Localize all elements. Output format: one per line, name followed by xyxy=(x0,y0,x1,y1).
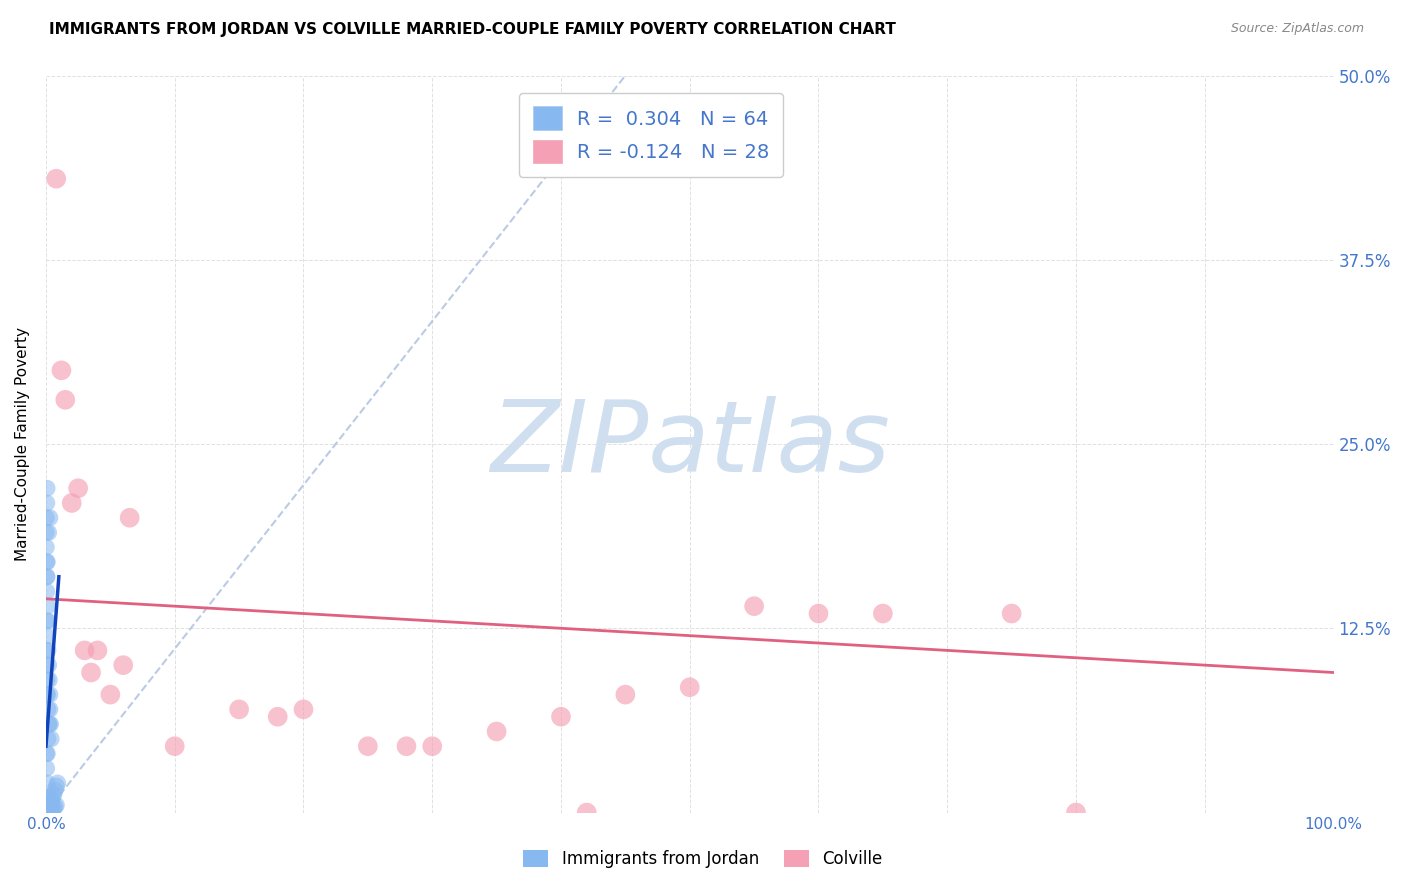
Point xyxy=(38,673,60,687)
Y-axis label: Married-Couple Family Poverty: Married-Couple Family Poverty xyxy=(15,327,30,561)
Point xyxy=(37,702,59,716)
Point xyxy=(41,790,63,805)
Point xyxy=(35,570,58,584)
Point xyxy=(485,724,508,739)
Point xyxy=(292,702,315,716)
Point xyxy=(35,747,58,761)
Point xyxy=(35,525,58,540)
Point xyxy=(38,702,60,716)
Point xyxy=(38,798,60,813)
Point xyxy=(35,761,58,775)
Point xyxy=(37,555,59,569)
Point xyxy=(35,629,58,643)
Point xyxy=(267,710,290,724)
Point xyxy=(228,702,250,716)
Point xyxy=(38,717,60,731)
Point xyxy=(38,803,60,817)
Point xyxy=(41,794,63,808)
Point xyxy=(38,803,60,817)
Point xyxy=(45,171,67,186)
Point xyxy=(1001,607,1024,621)
Point xyxy=(357,739,380,754)
Point xyxy=(37,731,59,746)
Point xyxy=(67,481,90,495)
Point xyxy=(35,658,58,673)
Text: Source: ZipAtlas.com: Source: ZipAtlas.com xyxy=(1230,22,1364,36)
Point xyxy=(37,790,59,805)
Point xyxy=(395,739,418,754)
Point xyxy=(38,804,60,818)
Point xyxy=(37,614,59,628)
Text: ZIPatlas: ZIPatlas xyxy=(489,395,890,492)
Point xyxy=(35,776,58,790)
Point xyxy=(39,731,62,746)
Point xyxy=(37,803,59,817)
Legend: R =  0.304   N = 64, R = -0.124   N = 28: R = 0.304 N = 64, R = -0.124 N = 28 xyxy=(519,93,783,177)
Point xyxy=(118,510,141,524)
Point xyxy=(37,801,59,815)
Point xyxy=(39,804,62,818)
Point xyxy=(37,614,59,628)
Point xyxy=(51,363,73,377)
Point xyxy=(39,795,62,809)
Point xyxy=(44,783,66,797)
Point xyxy=(35,673,58,687)
Point xyxy=(73,643,96,657)
Point xyxy=(37,804,59,818)
Point xyxy=(86,643,108,657)
Point xyxy=(53,392,76,407)
Point xyxy=(163,739,186,754)
Point xyxy=(807,607,830,621)
Point xyxy=(38,801,60,815)
Point xyxy=(35,570,58,584)
Point xyxy=(35,496,58,510)
Point xyxy=(39,717,62,731)
Point xyxy=(35,643,58,657)
Point xyxy=(38,717,60,731)
Point xyxy=(38,658,60,673)
Point xyxy=(38,510,60,524)
Point xyxy=(575,805,598,820)
Point xyxy=(1064,805,1087,820)
Point xyxy=(35,540,58,554)
Point xyxy=(550,710,572,724)
Point xyxy=(98,688,121,702)
Point xyxy=(42,801,65,815)
Point xyxy=(38,688,60,702)
Point xyxy=(38,801,60,815)
Point xyxy=(37,747,59,761)
Point xyxy=(35,805,58,820)
Point xyxy=(60,496,83,510)
Point xyxy=(42,788,65,802)
Point xyxy=(614,688,637,702)
Point xyxy=(37,805,59,820)
Point xyxy=(37,804,59,818)
Point xyxy=(35,481,58,495)
Point xyxy=(35,510,58,524)
Point xyxy=(112,658,135,673)
Point xyxy=(679,680,702,694)
Point xyxy=(35,805,58,820)
Point xyxy=(44,799,66,814)
Point xyxy=(41,803,63,817)
Point xyxy=(35,584,58,599)
Point xyxy=(37,599,59,614)
Point xyxy=(37,798,59,813)
Point xyxy=(420,739,443,754)
Point xyxy=(37,643,59,657)
Point xyxy=(45,798,67,813)
Point xyxy=(872,607,894,621)
Point xyxy=(742,599,765,614)
Legend: Immigrants from Jordan, Colville: Immigrants from Jordan, Colville xyxy=(517,843,889,875)
Point xyxy=(37,688,59,702)
Point xyxy=(45,779,67,793)
Point xyxy=(35,688,58,702)
Point xyxy=(39,798,62,813)
Point xyxy=(46,776,69,790)
Point xyxy=(80,665,103,680)
Point xyxy=(35,555,58,569)
Text: IMMIGRANTS FROM JORDAN VS COLVILLE MARRIED-COUPLE FAMILY POVERTY CORRELATION CHA: IMMIGRANTS FROM JORDAN VS COLVILLE MARRI… xyxy=(49,22,896,37)
Point xyxy=(38,525,60,540)
